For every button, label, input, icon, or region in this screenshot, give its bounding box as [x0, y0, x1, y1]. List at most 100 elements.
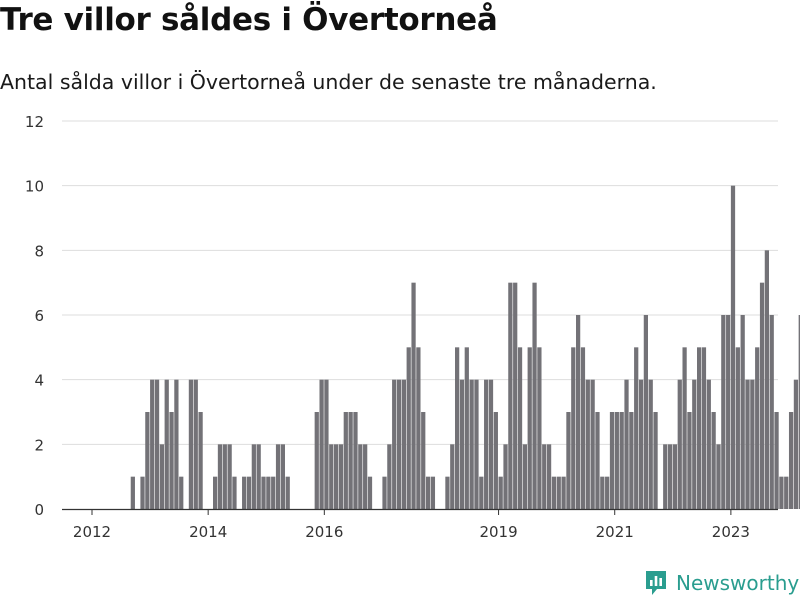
- bar: [430, 476, 436, 509]
- bar: [619, 412, 624, 509]
- bar: [382, 476, 387, 509]
- bar: [682, 347, 687, 509]
- y-tick-label: 2: [34, 436, 44, 454]
- bar: [338, 444, 344, 509]
- bar: [275, 444, 281, 509]
- bar: [527, 347, 532, 509]
- bar: [445, 476, 450, 509]
- x-axis-ticks: 2012201420162019202120232025: [73, 509, 750, 541]
- bar: [517, 347, 523, 509]
- y-tick-label: 4: [34, 372, 44, 390]
- bar: [324, 379, 329, 509]
- bar: [459, 379, 465, 509]
- bar: [788, 412, 794, 509]
- bar: [319, 379, 324, 509]
- bar: [353, 412, 358, 509]
- bar: [798, 315, 800, 509]
- bar: [663, 444, 668, 509]
- bar: [450, 444, 455, 509]
- bar: [169, 412, 174, 509]
- bar: [735, 347, 740, 509]
- bar: [464, 347, 469, 509]
- bar: [779, 476, 784, 509]
- newsworthy-logo: Newsworthy: [644, 569, 799, 597]
- bar: [605, 476, 610, 509]
- y-tick-label: 6: [34, 307, 44, 325]
- bar: [358, 444, 363, 509]
- bar: [174, 379, 179, 509]
- bar: [745, 379, 750, 509]
- bar: [193, 379, 198, 509]
- bar: [522, 444, 527, 509]
- bar: [130, 476, 135, 509]
- bar: [508, 282, 513, 509]
- bar: [532, 282, 537, 509]
- bar: [421, 412, 426, 509]
- bar: [706, 379, 711, 509]
- bar: [677, 379, 682, 509]
- bar: [387, 444, 392, 509]
- bar: [648, 379, 653, 509]
- y-tick-label: 8: [34, 242, 44, 260]
- bar: [392, 379, 397, 509]
- bar: [769, 315, 774, 509]
- bar: [711, 412, 716, 509]
- bar: [556, 476, 561, 509]
- bar: [764, 250, 769, 509]
- y-tick-label: 0: [34, 501, 44, 519]
- bar: [624, 379, 629, 509]
- y-axis-ticks: 0 2 4 6 8 10 12: [25, 113, 44, 519]
- bar: [164, 379, 169, 509]
- x-tick-label: 2014: [189, 523, 227, 541]
- bar: [672, 444, 678, 509]
- bar: [580, 347, 586, 509]
- bar: [329, 444, 334, 509]
- bar: [542, 444, 547, 509]
- bar: [551, 476, 557, 509]
- bar: [614, 412, 619, 509]
- bar: [242, 476, 247, 509]
- bar: [406, 347, 411, 509]
- bar: [246, 476, 252, 509]
- x-tick-label: 2019: [479, 523, 517, 541]
- y-tick-label: 10: [25, 178, 44, 196]
- bar: [251, 444, 256, 509]
- bar: [396, 379, 402, 509]
- bar: [416, 347, 421, 509]
- bar: [455, 347, 460, 509]
- bar: [629, 412, 634, 509]
- bar: [232, 476, 237, 509]
- bar: [334, 444, 339, 509]
- bar: [634, 347, 639, 509]
- bar: [425, 476, 431, 509]
- x-tick-label: 2023: [712, 523, 750, 541]
- bar: [755, 347, 760, 509]
- bar: [271, 476, 276, 509]
- x-tick-label: 2021: [596, 523, 634, 541]
- bar: [643, 315, 648, 509]
- x-tick-label: 2016: [305, 523, 343, 541]
- bar: [150, 379, 155, 509]
- newsworthy-logo-icon: [646, 571, 666, 595]
- bar: [314, 412, 319, 509]
- bar: [721, 315, 726, 509]
- bar: [740, 315, 745, 509]
- x-tick-label: 2012: [73, 523, 111, 541]
- bars: [130, 185, 800, 510]
- bar: [469, 379, 474, 509]
- bar: [653, 412, 658, 509]
- bar: [401, 379, 406, 509]
- bar: [687, 412, 692, 509]
- bar: [585, 379, 590, 509]
- bar: [571, 347, 576, 509]
- bar: [188, 379, 194, 509]
- bar: [701, 347, 707, 509]
- chart-subtitle: Antal sålda villor i Övertorneå under de…: [0, 70, 657, 94]
- bar: [411, 282, 416, 509]
- y-tick-label: 12: [25, 113, 44, 131]
- bar: [484, 379, 489, 509]
- bar: [498, 476, 503, 509]
- bar: [759, 282, 765, 509]
- bar: [217, 444, 223, 509]
